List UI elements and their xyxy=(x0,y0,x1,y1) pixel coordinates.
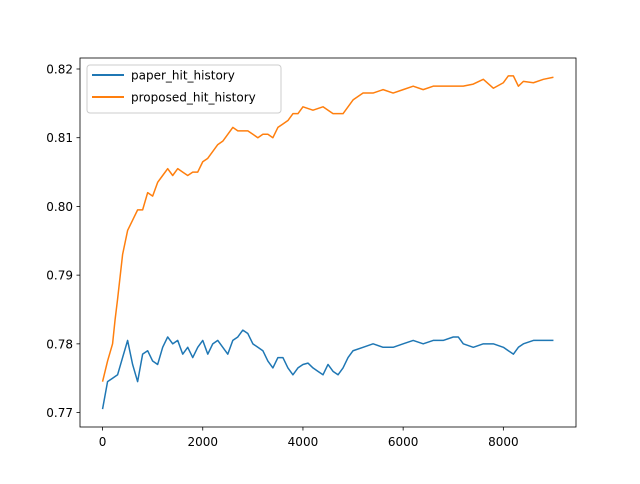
series-line-paper xyxy=(101,329,554,410)
x-tick-label: 0 xyxy=(99,435,107,449)
x-axis: 0 2000 4000 6000 8000 xyxy=(99,427,519,449)
y-tick-label: 0.82 xyxy=(46,62,73,76)
y-tick-label: 0.80 xyxy=(46,200,73,214)
legend-box xyxy=(86,64,282,114)
series-line-proposed xyxy=(101,75,554,382)
legend: paper_hit_history proposed_hit_history xyxy=(86,64,282,114)
y-axis: 0.77 0.78 0.79 0.80 0.81 0.82 xyxy=(46,62,80,420)
y-tick-label: 0.78 xyxy=(46,337,73,351)
x-tick-label: 8000 xyxy=(488,435,519,449)
y-tick-label: 0.79 xyxy=(46,269,73,283)
x-tick-label: 6000 xyxy=(388,435,419,449)
legend-label-proposed: proposed_hit_history xyxy=(131,91,256,105)
x-tick-label: 2000 xyxy=(187,435,218,449)
y-tick-label: 0.81 xyxy=(46,131,73,145)
y-tick-label: 0.77 xyxy=(46,406,73,420)
legend-label-paper: paper_hit_history xyxy=(131,69,235,83)
axes-frame xyxy=(79,57,577,428)
series-layer xyxy=(101,75,554,410)
x-tick-label: 4000 xyxy=(288,435,319,449)
